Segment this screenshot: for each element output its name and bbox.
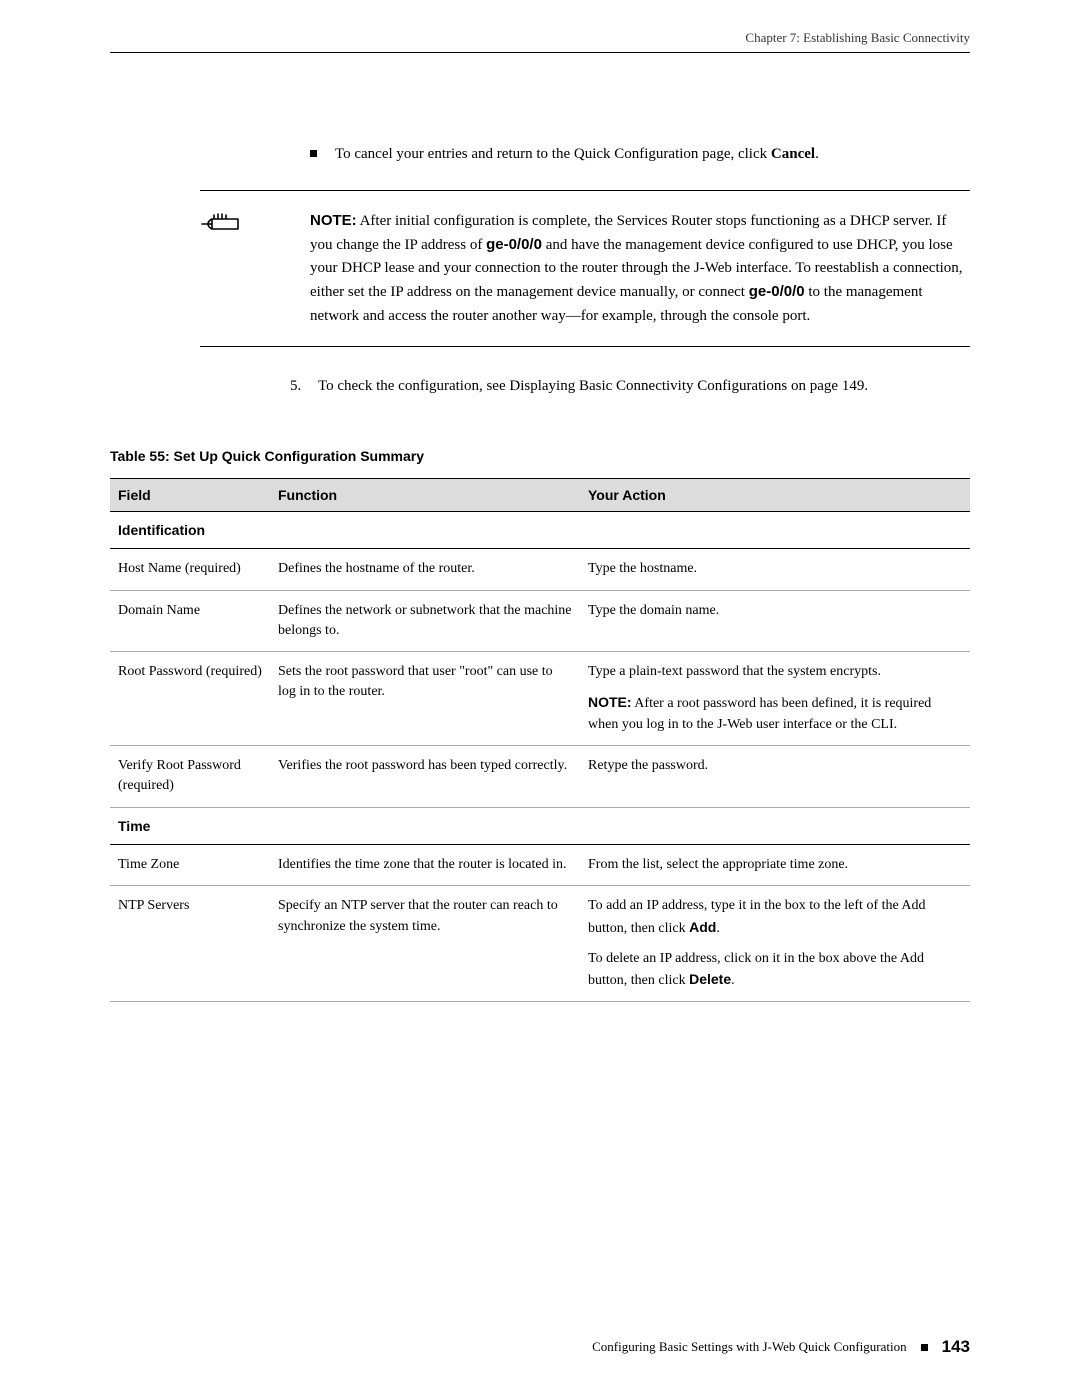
- ntp-add-b: Add: [689, 919, 716, 935]
- page-footer: Configuring Basic Settings with J-Web Qu…: [592, 1337, 970, 1357]
- note-label: NOTE:: [310, 212, 357, 229]
- root-pw-action-p1: Type a plain-text password that the syst…: [588, 662, 962, 682]
- cell-function: Verifies the root password has been type…: [270, 746, 580, 808]
- cell-action: Type a plain-text password that the syst…: [580, 652, 970, 746]
- cancel-bullet: To cancel your entries and return to the…: [310, 143, 970, 166]
- section-time-label: Time: [110, 807, 970, 844]
- table-row: Verify Root Password (required) Verifies…: [110, 746, 970, 808]
- section-identification-label: Identification: [110, 512, 970, 549]
- footer-text: Configuring Basic Settings with J-Web Qu…: [592, 1339, 907, 1355]
- table-row: Host Name (required) Defines the hostnam…: [110, 549, 970, 590]
- cell-function: Defines the network or subnetwork that t…: [270, 590, 580, 652]
- cell-action: From the list, select the appropriate ti…: [580, 844, 970, 885]
- step-5: 5. To check the configuration, see Displ…: [290, 375, 970, 398]
- table-header-row: Field Function Your Action: [110, 479, 970, 512]
- ntp-del-c: .: [731, 973, 735, 988]
- config-summary-table: Field Function Your Action Identificatio…: [110, 478, 970, 1002]
- section-time: Time: [110, 807, 970, 844]
- bullet-square-icon: [310, 150, 317, 157]
- ntp-del-b: Delete: [689, 971, 731, 987]
- ntp-del-a: To delete an IP address, click on it in …: [588, 951, 924, 988]
- footer-square-icon: [921, 1344, 928, 1351]
- cell-function: Specify an NTP server that the router ca…: [270, 886, 580, 1002]
- note-hand-icon: [200, 209, 242, 242]
- step-5-number: 5.: [290, 375, 318, 398]
- section-identification: Identification: [110, 512, 970, 549]
- bullet-bold-cancel: Cancel: [771, 146, 815, 162]
- cell-field: Root Password (required): [110, 652, 270, 746]
- root-pw-note-body: After a root password has been defined, …: [588, 696, 931, 731]
- note-ge-2: ge-0/0/0: [749, 283, 805, 300]
- note-box: NOTE: After initial configuration is com…: [200, 190, 970, 347]
- cell-action: Type the domain name.: [580, 590, 970, 652]
- ntp-add-a: To add an IP address, type it in the box…: [588, 898, 926, 935]
- bullet-text-before: To cancel your entries and return to the…: [335, 146, 771, 162]
- th-function: Function: [270, 479, 580, 512]
- th-field: Field: [110, 479, 270, 512]
- table-row: Domain Name Defines the network or subne…: [110, 590, 970, 652]
- chapter-header: Chapter 7: Establishing Basic Connectivi…: [110, 30, 970, 53]
- root-pw-note-label: NOTE:: [588, 694, 632, 710]
- cell-field: Domain Name: [110, 590, 270, 652]
- cell-function: Defines the hostname of the router.: [270, 549, 580, 590]
- table-row: NTP Servers Specify an NTP server that t…: [110, 886, 970, 1002]
- table-row: Root Password (required) Sets the root p…: [110, 652, 970, 746]
- page-number: 143: [942, 1337, 970, 1357]
- cell-field: NTP Servers: [110, 886, 270, 1002]
- bullet-text-after: .: [815, 146, 819, 162]
- cell-action: Retype the password.: [580, 746, 970, 808]
- cell-field: Time Zone: [110, 844, 270, 885]
- cell-action: Type the hostname.: [580, 549, 970, 590]
- cell-function: Sets the root password that user "root" …: [270, 652, 580, 746]
- cell-field: Verify Root Password (required): [110, 746, 270, 808]
- cell-action: To add an IP address, type it in the box…: [580, 886, 970, 1002]
- table-row: Time Zone Identifies the time zone that …: [110, 844, 970, 885]
- th-action: Your Action: [580, 479, 970, 512]
- ntp-add-c: .: [716, 921, 720, 936]
- table-title: Table 55: Set Up Quick Configuration Sum…: [110, 448, 970, 464]
- step-5-text: To check the configuration, see Displayi…: [318, 375, 868, 398]
- cell-function: Identifies the time zone that the router…: [270, 844, 580, 885]
- cell-field: Host Name (required): [110, 549, 270, 590]
- note-ge-1: ge-0/0/0: [486, 236, 542, 253]
